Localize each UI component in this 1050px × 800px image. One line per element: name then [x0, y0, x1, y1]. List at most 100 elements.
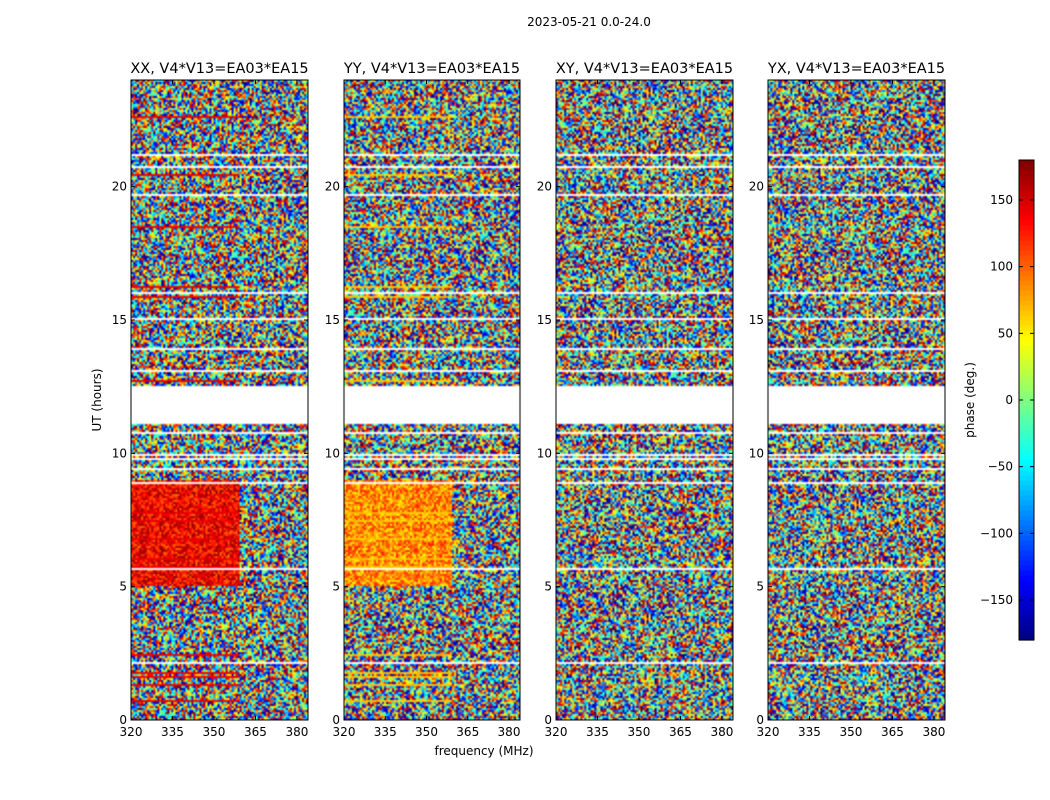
colorbar-step [1019, 170, 1034, 176]
colorbar-step [1019, 195, 1034, 201]
colorbar-step [1019, 435, 1034, 441]
y-tick-label: 20 [749, 180, 764, 194]
panel-title: XY, V4*V13=EA03*EA15 [556, 61, 733, 77]
colorbar-step [1019, 610, 1034, 616]
colorbar-tick-label: 50 [998, 326, 1013, 340]
colorbar-step [1019, 585, 1034, 591]
colorbar-step [1019, 370, 1034, 376]
x-tick-label: 365 [669, 725, 692, 739]
y-tick-label: 5 [544, 580, 552, 594]
colorbar-step [1019, 480, 1034, 486]
axes-frame [555, 79, 734, 721]
x-tick-label: 350 [415, 725, 438, 739]
colorbar-step [1019, 175, 1034, 181]
x-tick-label: 350 [840, 725, 863, 739]
colorbar-step [1019, 570, 1034, 576]
y-tick-label: 10 [749, 446, 764, 460]
colorbar-step [1019, 250, 1034, 256]
colorbar-step [1019, 445, 1034, 451]
phase-heatmap [768, 80, 945, 720]
colorbar-step [1019, 515, 1034, 521]
panel-title: XX, V4*V13=EA03*EA15 [130, 61, 308, 77]
colorbar-step [1019, 485, 1034, 491]
colorbar-step [1019, 590, 1034, 596]
colorbar-step [1019, 320, 1034, 326]
colorbar-step [1019, 530, 1034, 536]
suptitle: 2023-05-21 0.0-24.0 [527, 15, 651, 29]
x-axis-label: frequency (MHz) [434, 744, 533, 758]
colorbar-step [1019, 620, 1034, 626]
x-tick-label: 380 [285, 725, 308, 739]
colorbar-step [1019, 160, 1034, 166]
y-tick-label: 15 [749, 313, 764, 327]
colorbar-step [1019, 255, 1034, 261]
colorbar-step [1019, 245, 1034, 251]
y-tick-label: 0 [544, 713, 552, 727]
colorbar-step [1019, 210, 1034, 216]
colorbar-step [1019, 470, 1034, 476]
colorbar-step [1019, 340, 1034, 346]
colorbar-step [1019, 325, 1034, 331]
phase-heatmap [344, 80, 520, 720]
colorbar-step [1019, 230, 1034, 236]
colorbar-step [1019, 395, 1034, 401]
y-tick-label: 0 [756, 713, 764, 727]
colorbar-step [1019, 460, 1034, 466]
y-tick-label: 15 [537, 313, 552, 327]
y-tick-label: 5 [119, 580, 127, 594]
colorbar-step [1019, 465, 1034, 471]
colorbar-tick-label: −100 [980, 526, 1013, 540]
colorbar-step [1019, 455, 1034, 461]
axes-frame [130, 79, 309, 721]
colorbar-step [1019, 510, 1034, 516]
colorbar-step [1019, 220, 1034, 226]
x-tick-label: 350 [203, 725, 226, 739]
x-tick-label: 380 [498, 725, 521, 739]
x-tick-label: 320 [333, 725, 356, 739]
colorbar-step [1019, 345, 1034, 351]
colorbar-tick-label: −50 [988, 460, 1013, 474]
colorbar-step [1019, 365, 1034, 371]
colorbar-step [1019, 495, 1034, 501]
colorbar-step [1019, 630, 1034, 636]
colorbar-step [1019, 305, 1034, 311]
colorbar-step [1019, 635, 1034, 641]
colorbar-step [1019, 600, 1034, 606]
y-tick-label: 15 [325, 313, 340, 327]
colorbar-step [1019, 280, 1034, 286]
panel-title: YX, V4*V13=EA03*EA15 [767, 61, 945, 77]
x-tick-label: 365 [456, 725, 479, 739]
colorbar-step [1019, 190, 1034, 196]
x-tick-label: 320 [120, 725, 143, 739]
colorbar-step [1019, 390, 1034, 396]
colorbar-step [1019, 475, 1034, 481]
colorbar-step [1019, 335, 1034, 341]
colorbar-step [1019, 355, 1034, 361]
colorbar-step [1019, 260, 1034, 266]
y-tick-label: 20 [325, 180, 340, 194]
y-tick-label: 5 [756, 580, 764, 594]
colorbar-step [1019, 225, 1034, 231]
colorbar-step [1019, 290, 1034, 296]
x-tick-label: 380 [922, 725, 945, 739]
panel-yy: YY, V4*V13=EA03*EA15 320 335 350 365 380 0 5 10 1… [325, 61, 521, 739]
colorbar-step [1019, 440, 1034, 446]
x-tick-label: 350 [628, 725, 651, 739]
panel-xy: XY, V4*V13=EA03*EA15 320 335 350 365 380 0 5 10 1… [537, 61, 734, 739]
y-tick-label: 10 [112, 446, 127, 460]
colorbar-step [1019, 270, 1034, 276]
y-tick-label: 5 [332, 580, 340, 594]
colorbar-step [1019, 375, 1034, 381]
colorbar-step [1019, 595, 1034, 601]
colorbar-step [1019, 200, 1034, 206]
colorbar-step [1019, 410, 1034, 416]
colorbar-tick-label: 150 [990, 193, 1013, 207]
colorbar-step [1019, 520, 1034, 526]
colorbar-step [1019, 525, 1034, 531]
phase-heatmap [556, 80, 733, 720]
colorbar-step [1019, 545, 1034, 551]
colorbar-step [1019, 240, 1034, 246]
colorbar-step [1019, 180, 1034, 186]
colorbar-step [1019, 300, 1034, 306]
